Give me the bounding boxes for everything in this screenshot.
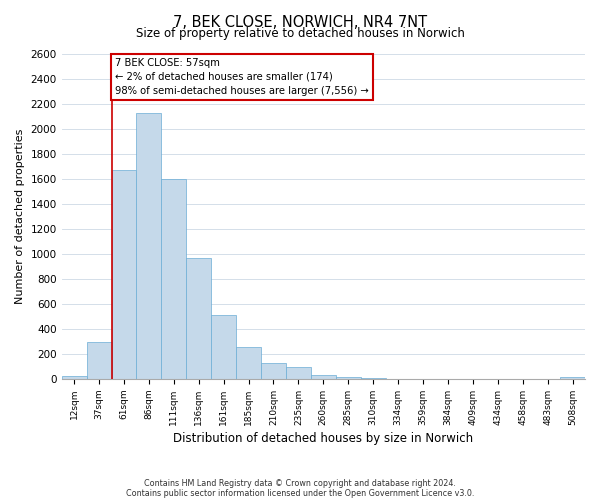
Bar <box>186 258 211 379</box>
Y-axis label: Number of detached properties: Number of detached properties <box>15 129 25 304</box>
Bar <box>62 376 86 379</box>
Text: Contains HM Land Registry data © Crown copyright and database right 2024.: Contains HM Land Registry data © Crown c… <box>144 478 456 488</box>
Bar <box>211 315 236 379</box>
Bar <box>286 367 311 379</box>
Bar <box>161 179 186 379</box>
Text: Contains public sector information licensed under the Open Government Licence v3: Contains public sector information licen… <box>126 488 474 498</box>
Bar <box>336 378 361 379</box>
Bar <box>236 347 261 379</box>
X-axis label: Distribution of detached houses by size in Norwich: Distribution of detached houses by size … <box>173 432 473 445</box>
Bar <box>361 378 386 379</box>
Text: 7, BEK CLOSE, NORWICH, NR4 7NT: 7, BEK CLOSE, NORWICH, NR4 7NT <box>173 15 427 30</box>
Text: 7 BEK CLOSE: 57sqm
← 2% of detached houses are smaller (174)
98% of semi-detache: 7 BEK CLOSE: 57sqm ← 2% of detached hous… <box>115 58 369 96</box>
Bar <box>261 364 286 379</box>
Bar <box>136 112 161 379</box>
Text: Size of property relative to detached houses in Norwich: Size of property relative to detached ho… <box>136 28 464 40</box>
Bar <box>311 375 336 379</box>
Bar <box>112 170 136 379</box>
Bar <box>86 342 112 379</box>
Bar <box>560 378 585 379</box>
